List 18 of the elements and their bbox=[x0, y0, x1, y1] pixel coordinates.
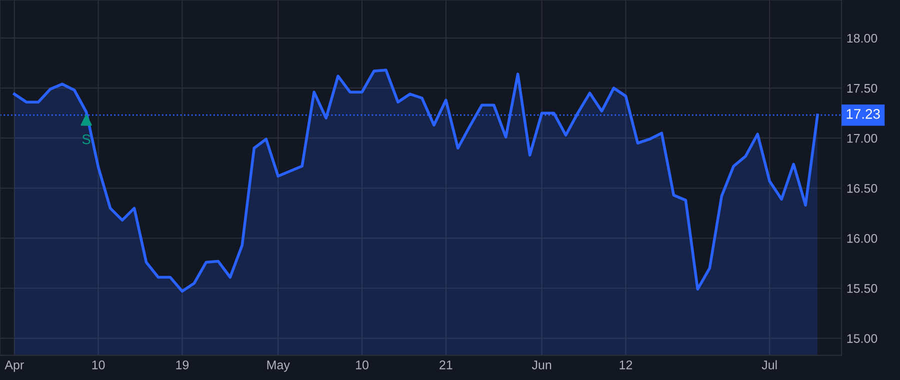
y-tick-label: 17.00 bbox=[847, 134, 878, 143]
x-tick-label: May bbox=[267, 360, 290, 372]
x-tick-label: Jun bbox=[532, 360, 552, 370]
x-tick-label: 19 bbox=[176, 360, 189, 370]
x-tick-label: 12 bbox=[620, 360, 632, 370]
series-label: S bbox=[82, 134, 90, 144]
ref-line-label: 17.23 bbox=[846, 108, 880, 119]
x-tick-label: Apr bbox=[4, 360, 24, 372]
y-tick-label: 15.50 bbox=[847, 284, 878, 293]
y-tick-label: 17.50 bbox=[847, 84, 878, 93]
x-tick-label: Jul bbox=[762, 360, 777, 370]
x-tick-label: 10 bbox=[92, 360, 105, 370]
y-tick-label: 16.50 bbox=[847, 184, 878, 193]
x-tick-label: 10 bbox=[356, 360, 368, 370]
y-tick-label: 16.00 bbox=[847, 234, 878, 243]
y-tick-label: 18.00 bbox=[847, 34, 878, 43]
x-tick-label: 21 bbox=[440, 360, 452, 370]
y-tick-label: 15.00 bbox=[847, 334, 878, 343]
